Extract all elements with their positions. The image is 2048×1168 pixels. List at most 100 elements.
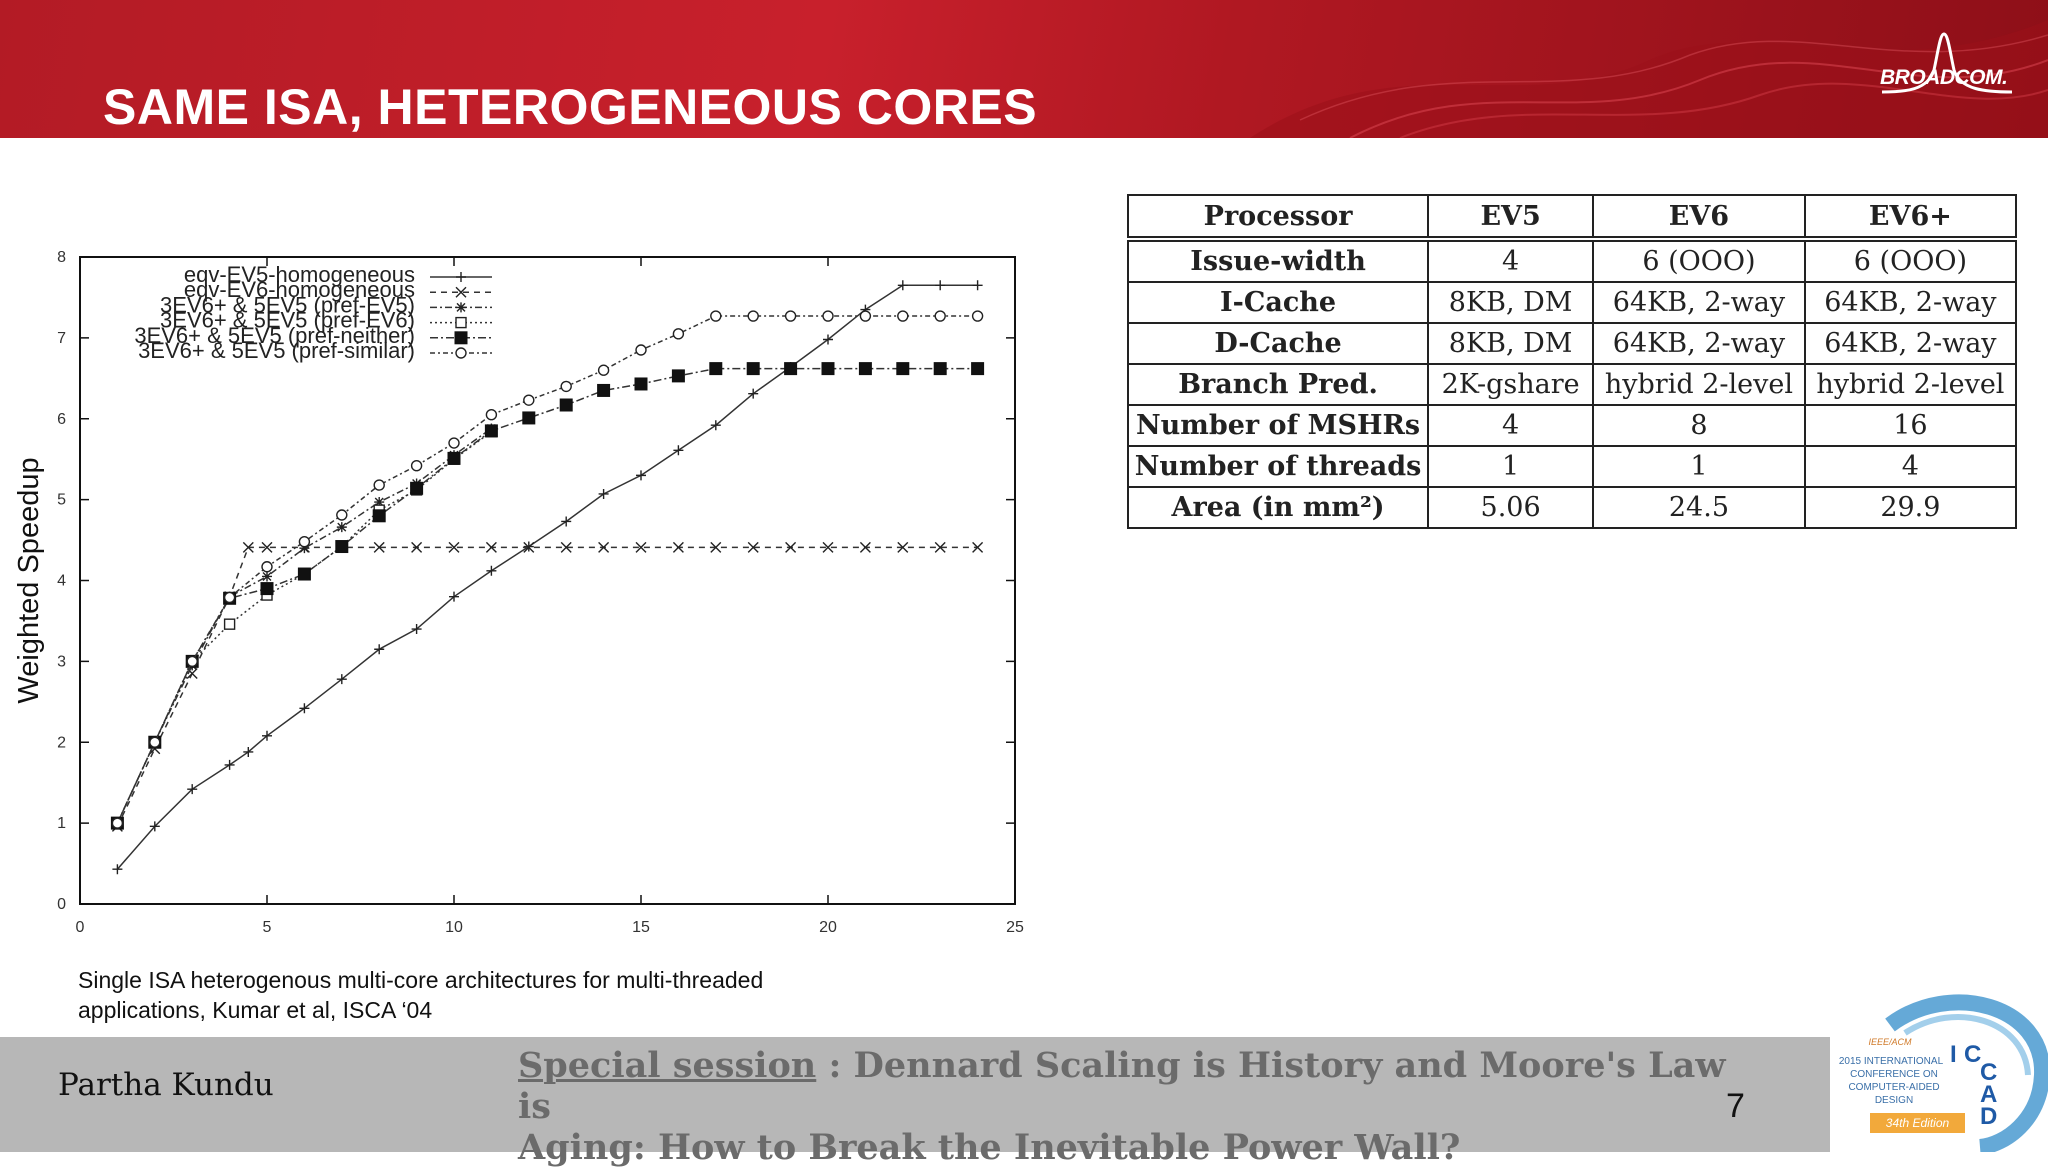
table-header-cell: EV6	[1592, 194, 1806, 240]
data-point	[243, 746, 254, 757]
y-tick-label: 3	[57, 653, 66, 670]
data-point	[636, 470, 646, 481]
series-line	[116, 315, 978, 824]
table-row: D-Cache 8KB, DM 64KB, 2-way 64KB, 2-way	[1126, 322, 2018, 365]
data-point	[242, 541, 254, 553]
legend-label: 3EV6+ & 5EV5 (pref-neither)	[134, 323, 415, 348]
data-point	[223, 591, 236, 604]
data-point	[897, 310, 909, 322]
table-body: Issue-width 4 6 (OOO) 6 (OOO) I-Cache 8KB, DM…	[1126, 236, 2018, 529]
legend-label: 3EV6+ & 5EV5 (pref-EV6)	[160, 308, 415, 333]
data-point	[112, 864, 123, 875]
legend-marker	[456, 302, 466, 313]
data-point	[635, 344, 647, 356]
x-tick-label: 25	[1006, 919, 1024, 936]
broadcom-pulse-icon	[1881, 32, 2013, 94]
data-point	[935, 280, 946, 291]
data-point	[859, 541, 871, 553]
table-cell: 24.5	[1592, 486, 1806, 529]
data-point	[710, 541, 722, 553]
data-point	[822, 310, 834, 322]
data-point	[299, 543, 310, 554]
data-point	[747, 541, 759, 553]
data-point	[223, 618, 236, 630]
data-point	[709, 362, 723, 376]
series-line	[116, 367, 978, 824]
data-point	[672, 541, 684, 553]
series-line	[116, 284, 978, 870]
table-cell: 5.06	[1427, 486, 1595, 529]
data-point	[260, 582, 274, 596]
data-point	[896, 362, 910, 376]
data-point	[186, 668, 198, 680]
data-point	[297, 567, 311, 581]
data-point	[972, 541, 984, 553]
data-point	[598, 488, 609, 499]
broadcom-logo: BROADCOM.	[1876, 30, 2016, 110]
data-point	[710, 310, 722, 322]
y-tick-label: 2	[57, 734, 66, 751]
data-point	[149, 736, 161, 748]
table-cell: 64KB, 2-way	[1803, 322, 2018, 365]
conf-logo-letter: C	[1980, 1059, 1998, 1086]
data-point	[671, 369, 685, 383]
table-header-row: Processor EV5 EV6 EV6+	[1126, 194, 2018, 240]
table-header-cell: EV5	[1427, 194, 1595, 240]
data-point	[972, 280, 983, 291]
legend-label: eqv-EV5-homogeneous	[184, 262, 415, 287]
series-line	[116, 427, 492, 824]
table-cell: 8KB, DM	[1427, 281, 1595, 324]
table-cell: 4	[1427, 404, 1595, 447]
x-tick-label: 15	[632, 919, 650, 936]
data-point	[560, 380, 572, 393]
data-point	[784, 362, 798, 376]
data-point	[933, 362, 947, 376]
data-point	[821, 362, 835, 376]
speedup-chart: 0510152025012345678Number of threadsWeig…	[0, 230, 1050, 983]
x-tick-label: 20	[819, 919, 837, 936]
table-cell: 4	[1803, 445, 2018, 488]
data-point	[748, 388, 759, 399]
series-line	[116, 546, 978, 827]
conf-logo-letter: C	[1964, 1041, 1982, 1068]
data-point	[298, 535, 311, 548]
data-point	[858, 362, 872, 376]
table-row: I-Cache 8KB, DM 64KB, 2-way 64KB, 2-way	[1126, 281, 2018, 324]
data-point	[336, 509, 348, 521]
table-row: Branch Pred. 2K-gshare hybrid 2-level hybri…	[1126, 363, 2018, 406]
y-tick-label: 7	[57, 330, 66, 347]
conf-logo-letter: D	[1980, 1103, 1998, 1130]
citation-line: applications, Kumar et al, ISCA ‘04	[78, 997, 433, 1023]
data-point	[747, 310, 759, 322]
conf-logo-edition: 34th Edition	[1870, 1113, 1965, 1133]
table-cell: 64KB, 2-way	[1592, 322, 1806, 365]
legend-marker	[456, 272, 466, 282]
table-cell: 16	[1803, 404, 2018, 447]
table-cell: 8KB, DM	[1427, 322, 1595, 365]
table-cell: 6 (OOO)	[1803, 236, 2018, 283]
data-point	[710, 420, 721, 431]
y-axis-label: Weighted Speedup	[13, 457, 45, 703]
data-point	[746, 362, 760, 376]
table-cell: hybrid 2-level	[1803, 363, 2018, 406]
slide-header: SAME ISA, HETEROGENEOUS CORES BROADCOM.	[0, 0, 2048, 138]
table-cell: 1	[1592, 445, 1806, 488]
slide-footer: Partha Kundu Special session : Dennard S…	[0, 1037, 1830, 1168]
data-point	[261, 561, 273, 573]
data-point	[934, 310, 946, 322]
table-row: Number of MSHRs 4 8 16	[1126, 404, 2018, 447]
data-point	[484, 424, 498, 438]
session-title-line2: Aging: How to Break the Inevitable Power…	[518, 1127, 1461, 1168]
y-tick-label: 4	[57, 573, 66, 590]
data-point	[672, 328, 685, 340]
x-tick-label: 5	[263, 919, 272, 936]
session-label: Special session	[518, 1045, 817, 1086]
table-header-cell: EV6+	[1803, 194, 2018, 240]
data-point	[187, 784, 198, 795]
y-tick-label: 6	[57, 411, 66, 428]
y-tick-label: 5	[57, 492, 66, 509]
session-title-line1: : Dennard Scaling is History and Moore's…	[518, 1045, 1726, 1127]
citation-line: Single ISA heterogenous multi-core archi…	[78, 967, 764, 993]
data-point	[374, 644, 385, 655]
data-point	[336, 522, 347, 533]
